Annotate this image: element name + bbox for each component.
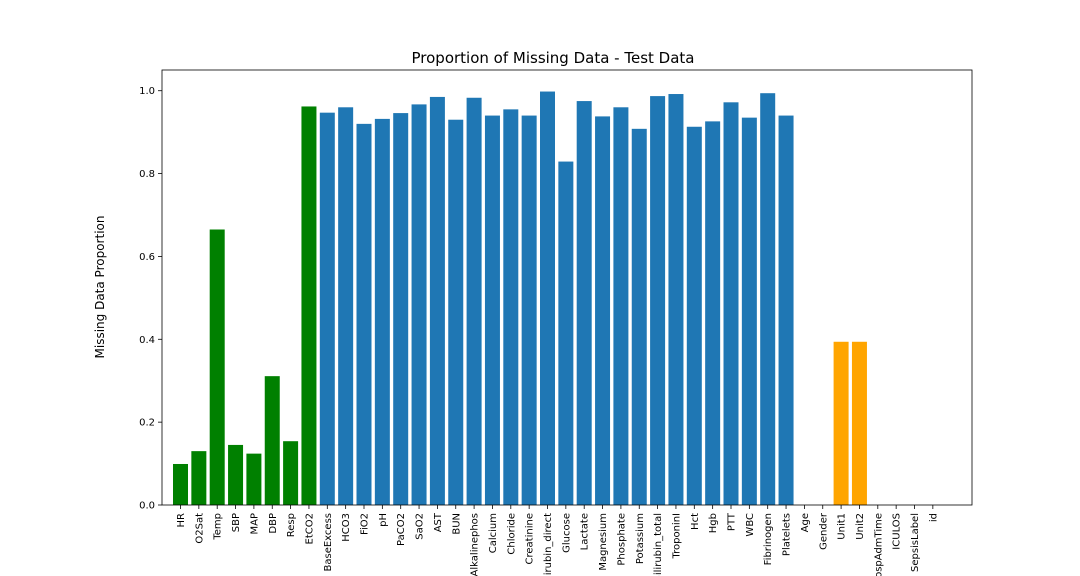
x-tick-label: Hct <box>690 513 701 530</box>
x-tick-label: Platelets <box>782 513 793 556</box>
bar-platelets <box>778 115 794 505</box>
x-tick-label: HospAdmTime <box>873 513 884 576</box>
bar-hr <box>173 463 188 505</box>
chart-title: Proportion of Missing Data - Test Data <box>412 49 695 67</box>
x-tick-label: WBC <box>745 513 756 537</box>
y-tick-label: 1.0 <box>139 86 155 97</box>
y-axis-label: Missing Data Proportion <box>93 216 107 359</box>
bar-alkalinephos <box>466 97 482 505</box>
bar-calcium <box>484 115 500 505</box>
x-tick-label: Calcium <box>488 513 499 553</box>
x-tick-label: Hgb <box>708 513 719 533</box>
x-tick-label: Unit2 <box>855 513 866 540</box>
x-tick-label: SepsisLabel <box>910 513 921 572</box>
x-tick-label: Alkalinephos <box>470 513 481 576</box>
bar-troponini <box>668 94 684 505</box>
bar-fio2 <box>356 123 372 506</box>
bar-magnesium <box>595 116 611 506</box>
bar-baseexcess <box>319 112 335 506</box>
bar-paco2 <box>393 113 409 505</box>
x-tick-label: DBP <box>268 513 279 534</box>
y-tick-label: 0.6 <box>139 252 155 263</box>
x-tick-label: id <box>928 513 939 522</box>
y-tick-label: 0.2 <box>139 418 155 429</box>
x-tick-label: PTT <box>727 512 738 531</box>
x-tick-label: Bilirubin_direct <box>543 513 554 576</box>
bar-wbc <box>741 117 757 505</box>
bar-temp <box>209 229 225 505</box>
bar-glucose <box>558 161 574 505</box>
bar-etco2 <box>301 106 317 506</box>
x-tick-label: PaCO2 <box>396 513 407 546</box>
bar-resp <box>283 441 299 505</box>
bar-ptt <box>723 102 739 505</box>
x-tick-label: Temp <box>213 513 224 541</box>
x-tick-label: Fibrinogen <box>763 513 774 565</box>
bar-lactate <box>576 101 592 505</box>
bar-bilirubin_direct <box>540 91 555 505</box>
x-tick-label: Bilirubin_total <box>653 513 664 576</box>
x-tick-label: pH <box>378 513 389 527</box>
x-tick-label: Chloride <box>506 513 517 555</box>
bar-potassium <box>631 128 647 505</box>
x-tick-label: Phosphate <box>616 513 627 566</box>
y-axis-ticks: 0.0 0.2 0.4 0.6 0.8 1.0 <box>139 86 162 512</box>
x-tick-label: BUN <box>451 513 462 535</box>
x-tick-label: Potassium <box>635 513 646 564</box>
bar-sao2 <box>411 104 427 505</box>
x-tick-label: Unit1 <box>837 513 848 540</box>
bar-hgb <box>705 121 721 506</box>
x-tick-label: HR <box>176 513 187 528</box>
x-tick-label: SBP <box>231 513 242 532</box>
bar-unit1 <box>833 341 849 505</box>
bar-creatinine <box>521 115 537 505</box>
x-tick-label: AST <box>433 512 444 532</box>
x-tick-label: HCO3 <box>341 513 352 542</box>
bar-map <box>246 453 262 505</box>
plot-frame <box>161 69 973 506</box>
x-tick-label: ICULOS <box>892 513 903 550</box>
bar-sbp <box>228 444 244 505</box>
x-tick-label: Gender <box>818 512 829 550</box>
bar-chloride <box>503 109 519 506</box>
y-tick-label: 0.8 <box>139 169 155 180</box>
y-tick-label: 0.4 <box>139 335 155 346</box>
x-tick-label: Resp <box>286 513 297 537</box>
x-tick-label: Lactate <box>580 513 591 550</box>
bar-hco3 <box>338 107 354 505</box>
bar-phosphate <box>613 107 629 505</box>
x-tick-label: TroponinI <box>671 513 682 560</box>
bar-ph <box>374 118 390 505</box>
bars-group <box>173 91 867 506</box>
bar-o2sat <box>191 451 207 505</box>
bar-unit2 <box>851 341 867 505</box>
x-tick-label: SaO2 <box>415 513 426 540</box>
x-tick-label: FiO2 <box>360 513 371 535</box>
bar-bun <box>448 119 464 506</box>
bar-dbp <box>264 376 280 505</box>
bar-bilirubin_total <box>650 96 666 505</box>
y-tick-label: 0.0 <box>139 501 155 512</box>
x-axis-ticks: HR O2Sat Temp SBP MAP DBP Resp EtCO2 BaseExcess H… <box>176 505 939 576</box>
x-tick-label: O2Sat <box>194 513 205 544</box>
x-tick-label: Glucose <box>561 513 572 553</box>
x-tick-label: EtCO2 <box>304 513 315 544</box>
x-tick-label: MAP <box>249 513 260 535</box>
bar-hct <box>686 126 702 505</box>
x-tick-label: BaseExcess <box>323 513 334 571</box>
x-tick-label: Creatinine <box>525 513 536 564</box>
bar-fibrinogen <box>760 93 776 505</box>
x-tick-label: Magnesium <box>598 513 609 571</box>
x-tick-label: Age <box>800 513 811 532</box>
bar-ast <box>429 96 445 506</box>
